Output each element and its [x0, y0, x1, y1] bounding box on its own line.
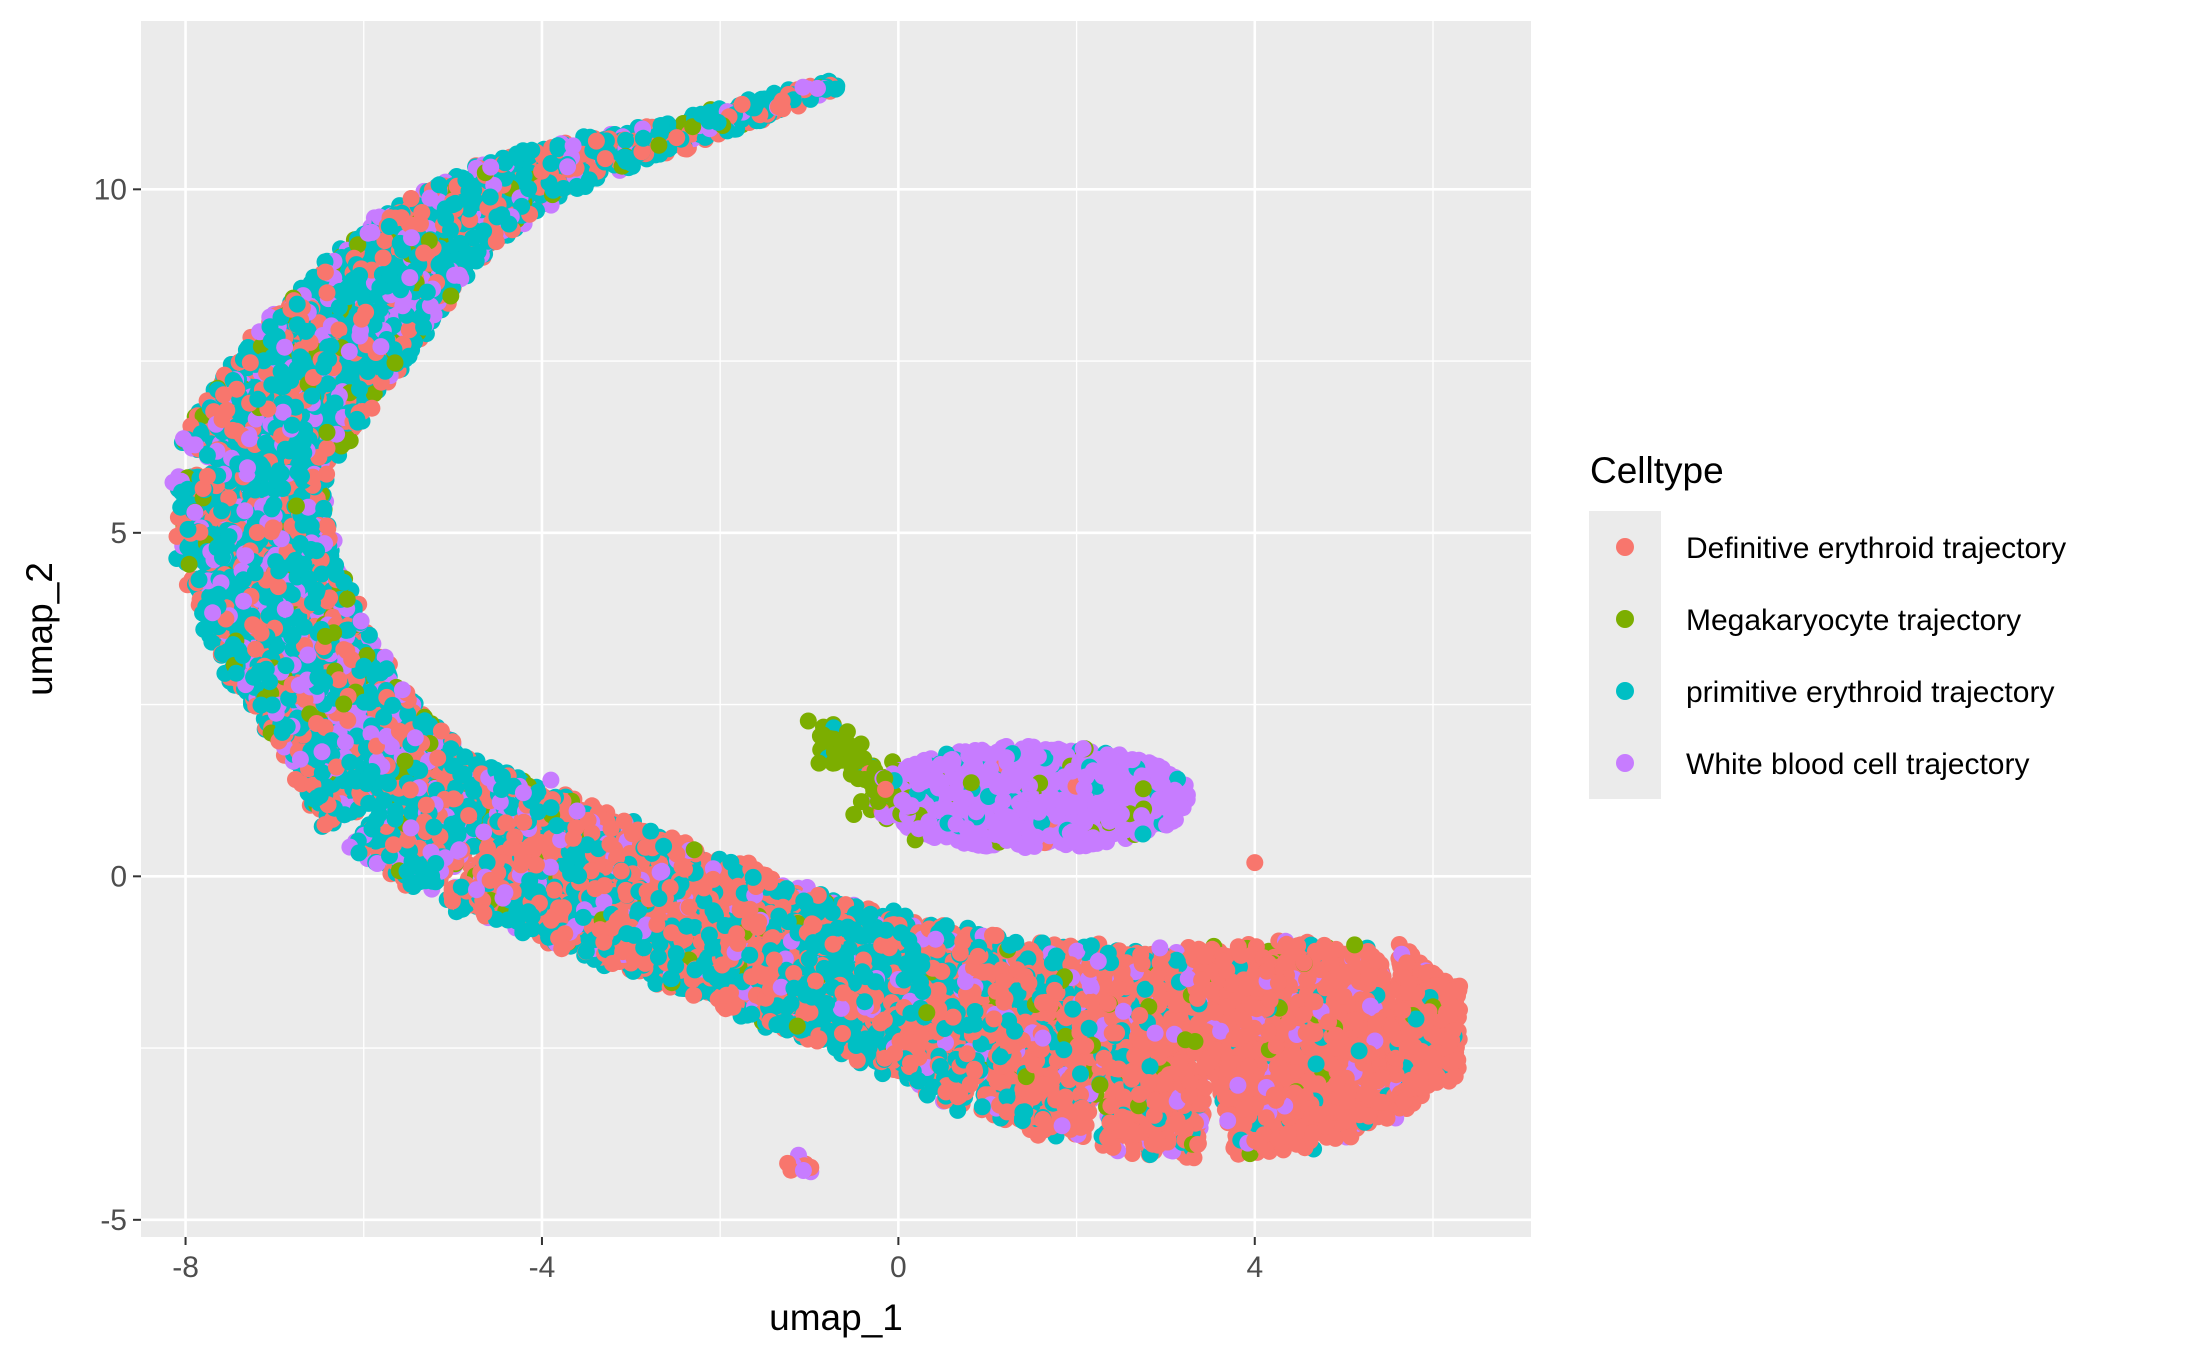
chart: -8-404 -50510 umap_1 umap_2 Celltype Def…	[0, 0, 2187, 1350]
umap-scatter-plot: -8-404 -50510 umap_1 umap_2 Celltype Def…	[0, 0, 2187, 1350]
